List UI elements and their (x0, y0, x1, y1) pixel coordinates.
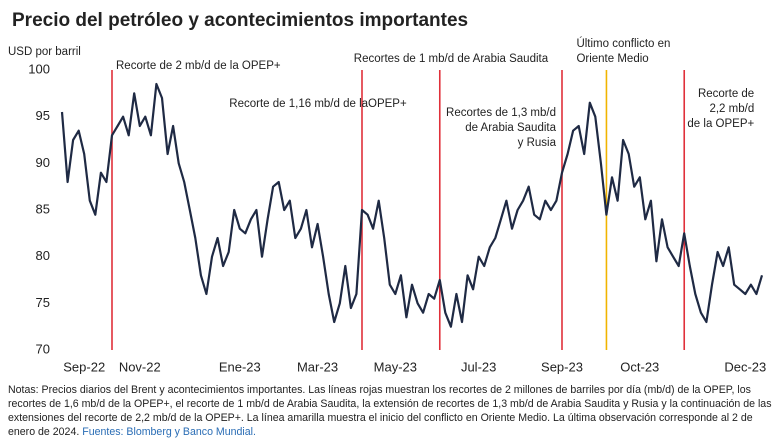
x-tick-label: Sep-22 (63, 359, 105, 374)
x-tick-label: Oct-23 (620, 359, 659, 374)
chart-title: Precio del petróleo y acontecimientos im… (12, 10, 468, 31)
y-tick-label: 100 (28, 61, 50, 76)
x-tick-label: May-23 (374, 359, 417, 374)
event-label: Recorte de 2 mb/d de la OPEP+ (116, 60, 281, 72)
y-tick-label: 95 (36, 108, 50, 123)
y-tick-label: 85 (36, 201, 50, 216)
y-tick-label: 90 (36, 155, 50, 170)
x-tick-label: Sep-23 (541, 359, 583, 374)
notes-text: Notas: Precios diarios del Brent y acont… (8, 384, 772, 438)
event-label: Oriente Medio (576, 53, 648, 65)
event-label: y Rusia (518, 137, 557, 149)
event-label: Recorte de (698, 88, 754, 100)
sources: Fuentes: Blomberg y Banco Mundial. (82, 426, 256, 438)
x-tick-label: Ene-23 (219, 359, 261, 374)
event-label: Recortes de 1,3 mb/d (446, 107, 556, 119)
event-label: de Arabia Saudita (465, 122, 556, 134)
y-tick-label: 75 (36, 295, 50, 310)
event-label: de la OPEP+ (687, 118, 754, 130)
price-line (60, 82, 764, 328)
event-label: Último conflicto en (576, 37, 670, 50)
x-tick-label: Mar-23 (297, 359, 338, 374)
y-tick-label: 70 (36, 341, 50, 356)
x-tick-label: Nov-22 (119, 359, 161, 374)
x-tick-label: Dec-23 (724, 359, 766, 374)
notes: Notas: Precios diarios del Brent y acont… (8, 383, 772, 439)
event-label: 2,2 mb/d (709, 103, 754, 115)
event-label: Recorte de 1,16 mb/d de laOPEP+ (229, 98, 407, 110)
x-tick-label: Jul-23 (461, 359, 496, 374)
event-label: Recortes de 1 mb/d de Arabia Saudita (354, 53, 549, 65)
y-tick-label: 80 (36, 248, 50, 263)
y-axis-label: USD por barril (8, 46, 81, 58)
